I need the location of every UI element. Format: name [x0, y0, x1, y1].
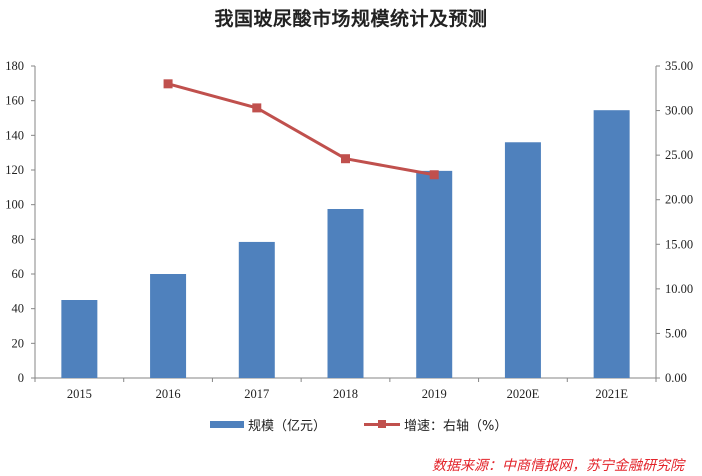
- legend-item-scale: 规模（亿元）: [210, 415, 326, 434]
- axes: 0 20 40 60 80 100 120 140 160 180 0.00 5.00 10.00 15.…: [5, 59, 693, 401]
- line-marker: [252, 103, 262, 113]
- x-axis-tick-label: 2021E: [595, 387, 628, 401]
- bar-series: [61, 110, 630, 378]
- left-axis-tick-label: 120: [5, 163, 24, 177]
- line-marker-swatch-icon: [364, 420, 401, 428]
- left-axis-tick-label: 60: [12, 267, 25, 281]
- right-axis-tick-label: 15.00: [665, 237, 693, 251]
- bar: [593, 110, 630, 378]
- bar: [238, 241, 275, 378]
- x-axis-tick-label: 2017: [244, 387, 269, 401]
- left-axis-tick-label: 180: [5, 59, 24, 73]
- x-axis-tick-label: 2015: [67, 387, 92, 401]
- line-marker: [341, 154, 350, 164]
- bar: [416, 170, 453, 378]
- x-axis-tick-label: 2016: [156, 387, 181, 401]
- right-axis-tick-label: 25.00: [665, 148, 693, 162]
- legend-item-growth: 增速：右轴（%）: [364, 415, 507, 434]
- left-axis-tick-label: 40: [12, 302, 25, 316]
- x-axis-tick-label: 2018: [333, 387, 358, 401]
- left-axis-tick-label: 100: [5, 198, 24, 212]
- legend: 规模（亿元） 增速：右轴（%）: [210, 415, 545, 434]
- right-axis-tick-label: 20.00: [665, 193, 693, 207]
- right-axis-tick-label: 35.00: [665, 59, 693, 73]
- bar: [504, 142, 541, 378]
- line-marker: [429, 170, 439, 180]
- data-source-note: 数据来源：中商情报网，苏宁金融研究院: [432, 458, 684, 474]
- x-axis-tick-label: 2019: [422, 387, 447, 401]
- bar: [61, 300, 98, 378]
- right-axis-tick-label: 30.00: [665, 104, 693, 118]
- bar: [327, 209, 364, 378]
- growth-line: [167, 82, 435, 177]
- legend-label-scale: 规模（亿元）: [248, 419, 327, 434]
- legend-label-growth: 增速：右轴（%）: [404, 419, 508, 434]
- left-axis-tick-label: 160: [5, 94, 24, 108]
- right-axis-tick-label: 10.00: [665, 282, 693, 296]
- bar: [150, 274, 187, 378]
- left-axis-tick-label: 0: [18, 371, 24, 385]
- left-axis-tick-label: 140: [5, 128, 24, 142]
- line-marker: [163, 79, 173, 89]
- line-series: [163, 79, 439, 180]
- chart-title: 我国玻尿酸市场规模统计及预测: [214, 8, 488, 30]
- bar-swatch-icon: [210, 421, 244, 428]
- x-axis-tick-label: 2020E: [507, 387, 540, 401]
- right-axis-tick-label: 5.00: [665, 326, 687, 340]
- left-axis-tick-label: 20: [12, 336, 25, 350]
- left-axis-tick-label: 80: [12, 232, 25, 246]
- right-axis-tick-label: 0.00: [665, 371, 687, 385]
